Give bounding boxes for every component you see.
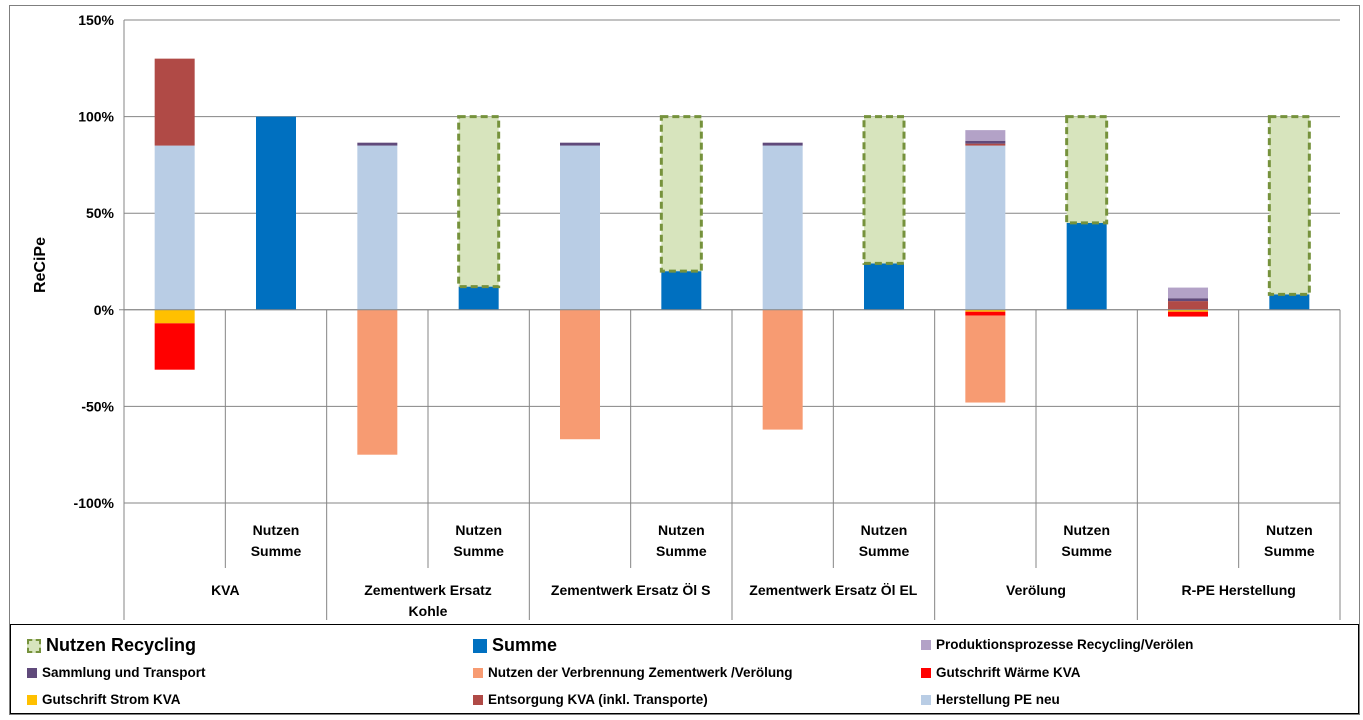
sub-category-label: Summe — [656, 543, 707, 559]
legend-swatch — [27, 667, 37, 678]
chart-frame — [9, 5, 1360, 715]
bar-sammlung-und-transport-r-pe-herstellung — [1168, 298, 1208, 302]
legend-item-summe: Summe — [473, 635, 557, 656]
bar-entsorgung-kva-inkl-transporte-verolung — [965, 143, 1006, 146]
bar-gutschrift-strom-kva-kva — [154, 309, 195, 324]
bar-nutzen-recycling-verolung — [1065, 115, 1109, 225]
group-label: Zementwerk Ersatz — [364, 582, 492, 598]
bar-produktionsprozesse-recycling-verolen-r-pe-herstellung — [1168, 287, 1208, 299]
bar-summe-r-pe-herstellung — [1269, 294, 1310, 310]
legend-item-produktionsprozesse: Produktionsprozesse Recycling/Verölen — [921, 637, 1193, 652]
sub-category-label: Nutzen — [1266, 522, 1313, 538]
y-tick-label: -100% — [74, 495, 115, 511]
bar-sammlung-und-transport-zementwerk-ersatz-ol-el — [762, 142, 803, 146]
bar-gutschrift-strom-kva-verolung — [965, 309, 1006, 312]
bar-nutzen-der-verbrennung-zementwerk-verolung-verolung — [965, 315, 1006, 403]
legend-label: Entsorgung KVA (inkl. Transporte) — [488, 692, 708, 707]
y-tick-label: 0% — [94, 302, 115, 318]
bar-sammlung-und-transport-verolung — [965, 140, 1006, 144]
bar-nutzen-recycling-zementwerk-ersatz-ol-s — [659, 115, 703, 273]
y-tick-label: 150% — [78, 12, 114, 28]
legend-item-nutzen-recycling: Nutzen Recycling — [27, 635, 196, 656]
bar-summe-zementwerk-ersatz-ol-el — [864, 263, 904, 310]
legend-swatch — [473, 694, 483, 705]
y-tick-label: 50% — [86, 205, 115, 221]
sub-category-label: Nutzen — [861, 522, 908, 538]
bar-herstellung-pe-neu-kva — [154, 145, 195, 310]
group-label: R-PE Herstellung — [1181, 582, 1295, 598]
legend-swatch — [473, 667, 483, 678]
sub-category-label: Nutzen — [658, 522, 705, 538]
y-axis-title: ReCiPe — [32, 237, 49, 293]
bar-nutzen-der-verbrennung-zementwerk-verolung-zementwerk-ersatz-ol-s — [560, 309, 600, 440]
legend-swatch — [921, 694, 931, 705]
bar-summe-kva — [256, 116, 296, 310]
legend-swatch — [27, 638, 41, 653]
legend-item-sammlung: Sammlung und Transport — [27, 665, 206, 680]
legend-item-gutschrift-waerme: Gutschrift Wärme KVA — [921, 665, 1081, 680]
bar-sammlung-und-transport-zementwerk-ersatz-kohle — [357, 142, 398, 146]
bar-nutzen-recycling-zementwerk-ersatz-kohle — [457, 115, 501, 289]
legend-label: Summe — [492, 635, 558, 655]
group-label: KVA — [211, 582, 240, 598]
legend-label: Gutschrift Wärme KVA — [936, 665, 1081, 680]
y-tick-label: -50% — [81, 398, 114, 414]
chart-plot: ReCiPe -100% -50% 0% 50% 100% 150% Nutzen Summ… — [32, 12, 1341, 620]
bar-gutschrift-warme-kva-kva — [154, 323, 195, 370]
legend-swatch — [473, 638, 487, 653]
bar-gutschrift-strom-kva-r-pe-herstellung — [1168, 309, 1208, 312]
bar-gutschrift-warme-kva-r-pe-herstellung — [1168, 311, 1208, 317]
bar-nutzen-recycling-zementwerk-ersatz-ol-el — [862, 115, 906, 265]
bar-gutschrift-warme-kva-verolung — [965, 311, 1006, 316]
sub-category-label: Summe — [453, 543, 504, 559]
sub-category-label: Summe — [859, 543, 910, 559]
sub-category-label: Nutzen — [253, 522, 300, 538]
bar-summe-zementwerk-ersatz-kohle — [458, 286, 499, 310]
sub-category-label: Summe — [1264, 543, 1315, 559]
legend-swatch — [921, 639, 931, 650]
bar-entsorgung-kva-inkl-transporte-r-pe-herstellung — [1168, 301, 1208, 310]
legend-label: Produktionsprozesse Recycling/Verölen — [936, 637, 1194, 652]
bar-summe-zementwerk-ersatz-ol-s — [661, 271, 702, 310]
bar-herstellung-pe-neu-zementwerk-ersatz-ol-el — [762, 145, 803, 310]
legend-item-nutzen-verbrennung: Nutzen der Verbrennung Zementwerk /Veröl… — [473, 665, 793, 680]
group-label: Zementwerk Ersatz Öl S — [551, 582, 711, 598]
legend-label: Sammlung und Transport — [42, 665, 206, 680]
legend-label: Herstellung PE neu — [936, 692, 1060, 707]
bar-nutzen-der-verbrennung-zementwerk-verolung-zementwerk-ersatz-ol-el — [762, 309, 803, 430]
legend-label: Gutschrift Strom KVA — [42, 692, 181, 707]
bar-herstellung-pe-neu-zementwerk-ersatz-ol-s — [560, 145, 600, 310]
sub-category-label: Summe — [1061, 543, 1112, 559]
group-label: Zementwerk Ersatz Öl EL — [749, 582, 918, 598]
bar-nutzen-der-verbrennung-zementwerk-verolung-zementwerk-ersatz-kohle — [357, 309, 398, 455]
legend-label: Nutzen Recycling — [46, 635, 197, 655]
bar-herstellung-pe-neu-zementwerk-ersatz-kohle — [357, 145, 398, 310]
legend-item-gutschrift-strom: Gutschrift Strom KVA — [27, 692, 181, 707]
bar-summe-verolung — [1066, 222, 1107, 310]
chart-legend: Nutzen Recycling Summe Produktionsprozes… — [10, 624, 1359, 714]
legend-item-entsorgung: Entsorgung KVA (inkl. Transporte) — [473, 692, 708, 707]
legend-swatch — [921, 667, 931, 678]
group-label: Verölung — [1006, 582, 1066, 598]
sub-category-label: Nutzen — [455, 522, 502, 538]
bar-herstellung-pe-neu-verolung — [965, 145, 1006, 310]
sub-category-label: Nutzen — [1063, 522, 1110, 538]
group-label: Kohle — [409, 603, 448, 619]
y-tick-label: 100% — [78, 109, 114, 125]
sub-category-label: Summe — [251, 543, 302, 559]
bar-nutzen-recycling-r-pe-herstellung — [1267, 115, 1311, 296]
bar-entsorgung-kva-inkl-transporte-kva — [154, 58, 195, 146]
bar-produktionsprozesse-recycling-verolen-verolung — [965, 130, 1006, 141]
legend-item-herstellung: Herstellung PE neu — [921, 692, 1060, 707]
legend-swatch — [27, 694, 37, 705]
legend-label: Nutzen der Verbrennung Zementwerk /Veröl… — [488, 665, 793, 680]
bar-sammlung-und-transport-zementwerk-ersatz-ol-s — [560, 142, 600, 146]
